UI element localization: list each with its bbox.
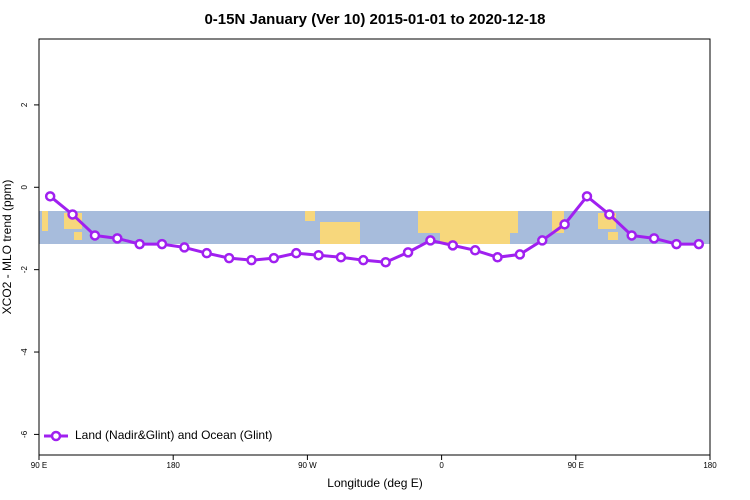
data-point xyxy=(693,238,705,250)
data-point xyxy=(358,254,369,266)
data-point xyxy=(179,242,190,253)
x-tick-label: 90 E xyxy=(568,461,584,470)
data-point xyxy=(223,252,235,264)
data-point xyxy=(380,256,391,268)
plot-frame xyxy=(38,38,711,456)
data-point xyxy=(268,252,280,264)
data-point xyxy=(134,238,145,250)
y-tick-label: -2 xyxy=(20,266,29,274)
x-tick-label: 0 xyxy=(439,461,444,470)
data-point xyxy=(537,235,548,246)
map-band xyxy=(39,211,710,244)
data-point xyxy=(492,252,503,263)
data-point xyxy=(156,238,168,250)
data-point xyxy=(626,230,637,241)
legend-marker xyxy=(50,430,62,442)
legend-label: Land (Nadir&Glint) and Ocean (Glint) xyxy=(75,428,272,442)
data-point xyxy=(201,247,212,259)
data-point xyxy=(44,191,56,202)
data-point xyxy=(89,230,101,241)
data-point xyxy=(290,247,302,259)
data-point xyxy=(559,219,570,230)
x-tick-label: 90 W xyxy=(298,461,317,470)
data-point xyxy=(313,249,324,261)
chart-title: 0-15N January (Ver 10) 2015-01-01 to 202… xyxy=(204,11,545,28)
data-point xyxy=(425,235,436,246)
data-point xyxy=(447,240,459,251)
data-point xyxy=(402,247,414,258)
x-tick-label: 180 xyxy=(167,461,181,470)
data-point xyxy=(581,191,593,202)
data-point xyxy=(67,209,78,220)
y-tick-label: 2 xyxy=(20,102,29,107)
data-point xyxy=(604,209,615,220)
data-point xyxy=(648,233,660,244)
y-axis-label: XCO2 - MLO trend (ppm) xyxy=(0,180,14,315)
x-tick-label: 180 xyxy=(703,461,717,470)
y-tick-label: 0 xyxy=(20,185,29,190)
data-point xyxy=(335,252,347,263)
x-tick-label: 90 E xyxy=(31,461,47,470)
y-tick-label: -4 xyxy=(20,348,29,356)
data-point xyxy=(112,233,123,244)
data-point xyxy=(246,254,257,266)
data-point xyxy=(469,245,481,256)
data-point xyxy=(514,249,526,260)
y-tick-label: -6 xyxy=(20,430,29,438)
x-axis-label: Longitude (deg E) xyxy=(327,476,422,490)
data-point xyxy=(671,238,682,250)
